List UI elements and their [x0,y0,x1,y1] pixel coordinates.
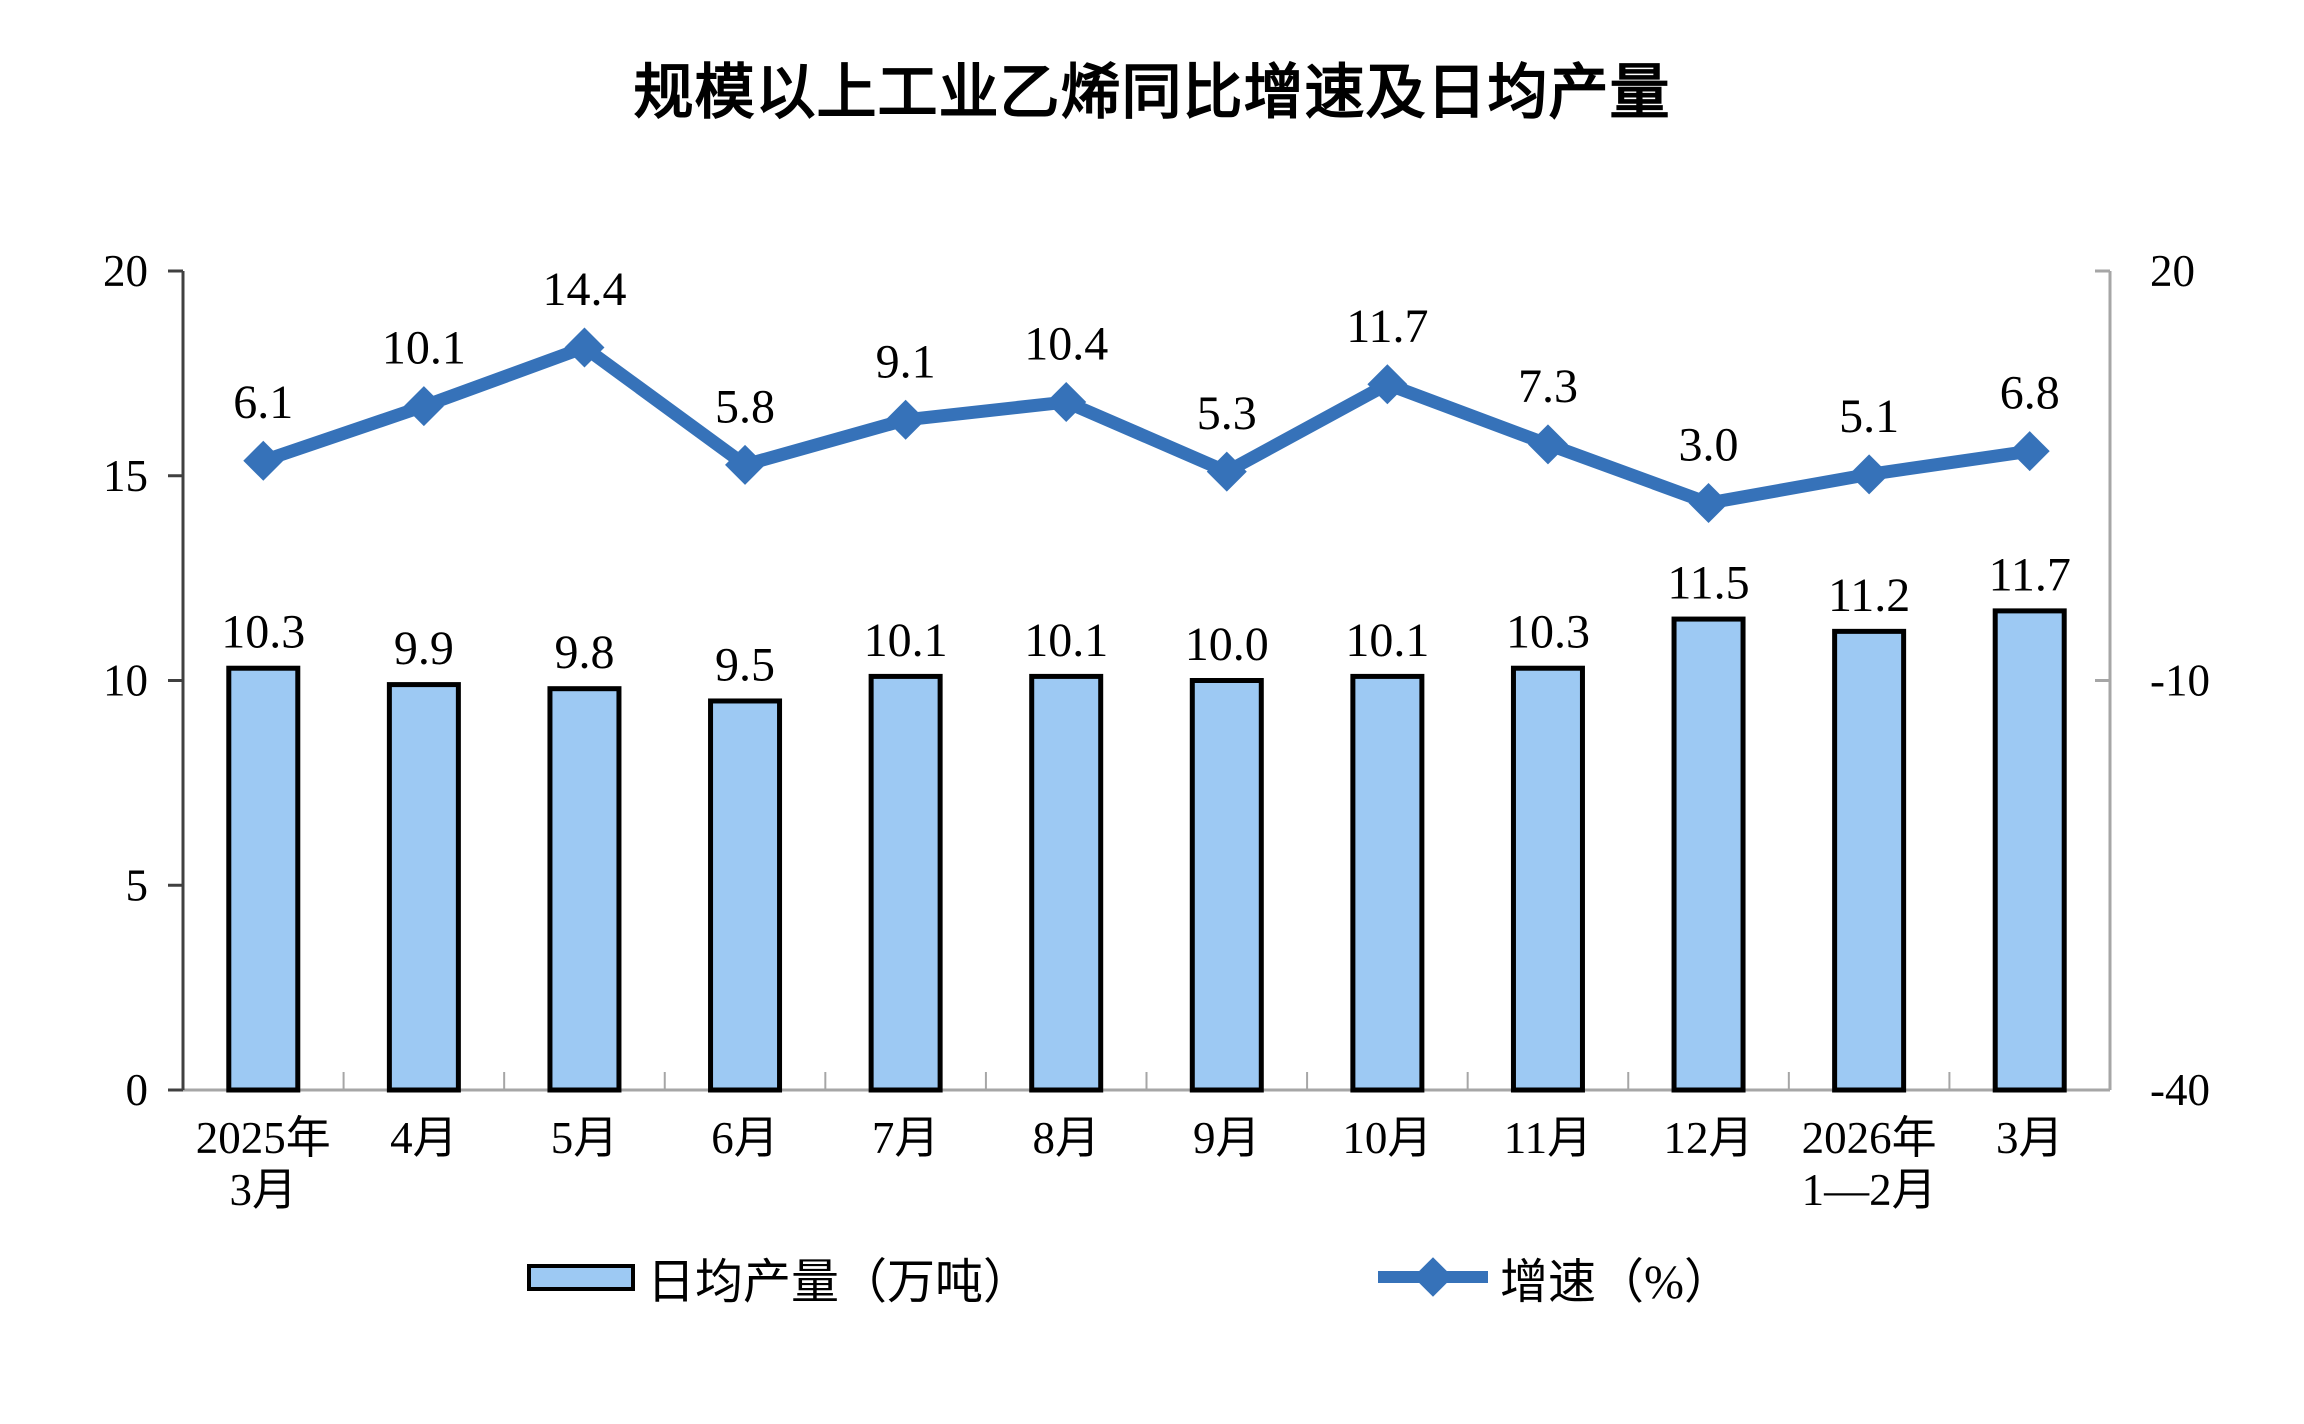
line-point-marker [1206,451,1247,492]
left-axis-tick-label: 10 [103,656,148,706]
x-axis-category-label: 2026年 [1802,1113,1937,1163]
x-axis-category-label: 12月 [1664,1113,1754,1163]
bar [1832,628,1907,1093]
legend-label-daily-output: 日均产量（万吨） [647,1256,1032,1309]
bar-value-label: 10.3 [1506,606,1590,659]
x-axis-category-label: 6月 [711,1113,779,1163]
legend: 日均产量（万吨） 增速（%） [0,1248,2304,1318]
line-value-label: 11.7 [1346,300,1428,353]
legend-item-daily-output: 日均产量（万吨） [527,1248,1031,1309]
x-axis-category-label: 3月 [230,1165,298,1215]
line-value-label: 14.4 [542,263,626,316]
line-value-label: 5.1 [1839,390,1899,443]
bar [547,686,622,1093]
x-axis-category-label: 7月 [872,1113,940,1163]
bar-value-label: 10.1 [1024,614,1108,667]
line-value-label: 9.1 [876,335,936,388]
x-axis-category-label: 11月 [1504,1113,1592,1163]
bar [1992,608,2067,1093]
line-value-label: 6.1 [233,376,293,429]
line-point-marker [1849,454,1890,495]
right-axis-tick-label: -40 [2150,1065,2210,1115]
line-value-label: 5.3 [1197,387,1257,440]
bar-value-label: 10.1 [1345,614,1429,667]
bar-value-label: 9.9 [394,622,454,675]
diamond-marker-icon [1413,1257,1453,1297]
bar [226,665,301,1093]
bar [868,673,943,1093]
bar [708,698,783,1093]
line-value-label: 10.1 [382,322,466,375]
x-axis-category-label: 3月 [1996,1113,2064,1163]
line-value-label: 6.8 [2000,367,2060,420]
line-point-marker [885,399,926,440]
line-value-label: 5.8 [715,380,775,433]
x-axis-category-label: 1—2月 [1802,1165,1937,1215]
x-axis-category-label: 2025年 [196,1113,331,1163]
bar [1671,616,1746,1093]
line-value-label: 10.4 [1024,318,1108,371]
bar-value-label: 10.3 [221,606,305,659]
line-point-marker [1046,382,1087,423]
bar-value-label: 9.8 [554,626,614,679]
x-axis-category-label: 8月 [1032,1113,1100,1163]
line-point-marker [725,444,766,485]
growth-line [261,340,2031,510]
line-point-marker [1367,364,1408,405]
line-point-marker [243,440,284,481]
line-point-marker [1527,424,1568,465]
left-axis-tick-label: 0 [126,1065,149,1115]
bar-value-label: 10.1 [864,614,948,667]
left-axis-tick-label: 5 [126,860,149,910]
chart-title: 规模以上工业乙烯同比增速及日均产量 [633,60,1671,126]
x-axis-category-label: 9月 [1193,1113,1261,1163]
left-axis-tick-label: 15 [103,451,148,501]
bar-value-label: 10.0 [1185,618,1269,671]
bar-series-swatch [527,1263,635,1291]
left-axis-tick-label: 20 [103,246,148,296]
x-axis-category-label: 5月 [551,1113,619,1163]
bar-value-label: 11.7 [1989,548,2071,601]
bar [1510,665,1585,1093]
legend-label-growth-rate: 增速（%） [1500,1256,1732,1309]
line-value-label: 3.0 [1679,419,1739,472]
bar [1189,678,1264,1093]
line-point-marker [403,386,444,427]
bar [386,682,461,1093]
right-axis-tick-label: 20 [2150,246,2195,296]
bar [1029,673,1104,1093]
line-value-label: 7.3 [1518,360,1578,413]
bar-value-label: 11.2 [1828,569,1910,622]
line-series-swatch [1378,1257,1488,1297]
x-axis-category-label: 4月 [390,1113,458,1163]
bar-value-label: 9.5 [715,638,775,691]
line-point-marker [1688,483,1729,524]
x-axis-category-label: 10月 [1342,1113,1432,1163]
bar-value-label: 11.5 [1667,557,1749,610]
line-point-marker [564,327,605,368]
bar [1350,673,1425,1093]
line-point-marker [2009,431,2050,472]
right-axis-tick-label: -10 [2150,656,2210,706]
legend-item-growth-rate: 增速（%） [1378,1248,1732,1309]
